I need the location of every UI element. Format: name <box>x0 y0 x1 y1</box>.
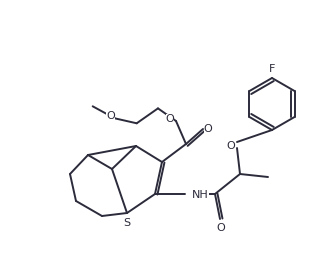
Text: O: O <box>204 124 212 134</box>
Text: O: O <box>106 111 115 121</box>
Text: O: O <box>217 223 225 233</box>
Text: S: S <box>123 218 131 228</box>
Text: O: O <box>226 141 236 151</box>
Text: F: F <box>269 64 275 74</box>
Text: NH: NH <box>192 190 209 200</box>
Text: O: O <box>166 114 174 124</box>
